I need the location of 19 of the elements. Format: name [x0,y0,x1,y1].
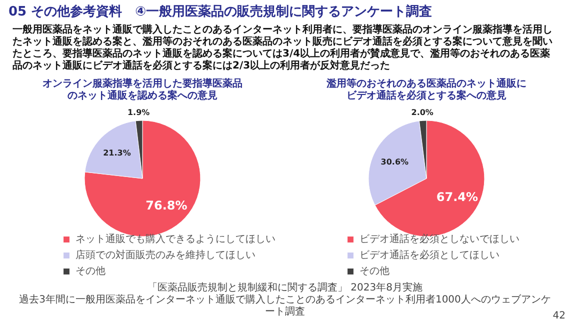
legend-label: 店頭での対面販売のみを維持してほしい [75,248,256,262]
chart-title: 濫用等のおそれのある医薬品のネット通販にビデオ通話を必須とする案への意見 [326,78,526,102]
data-label: 21.3% [103,148,131,158]
legend-label: その他 [75,265,106,278]
data-label: 76.8% [146,198,188,212]
data-label: 30.6% [380,157,409,166]
text: 05 その他参考資料 ④一般用医薬品の販売規制に関するアンケート調査 [8,4,432,20]
text: 「医薬品販売規制と規制緩和に関する調査」 2023年8月実施 [148,282,423,294]
data-label: 1.9% [127,108,150,118]
text: 42 [552,310,566,320]
legend-label: ネット通販でも購入できるようにしてほしい [75,232,276,246]
legend-label: ビデオ通話を必須としてほしい [359,248,500,262]
legend-label: ビデオ通話を必須としないでほしい [359,232,520,246]
data-label: 67.4% [436,190,478,204]
chart-title: オンライン服薬指導を活用した要指導医薬品のネット通販を認める案への意見 [42,78,242,102]
text: 一般用医薬品をネット通販で購入したことのあるインターネット利用者に、要指導医薬品のオンライン服薬指導を活用したネット通販を認める案と、濫用等のおそれのある医薬品のネット販売にビデオ通話を必須とする案について意見を聞いたところ、要指導医薬品のネット通販を認める案については3/4以上の利用者が賛成意見で、濫用等のおそれのある医薬品のネット通販にビデオ通話を必須とする案には2/3以上の利用者が反対意見だった [12,24,552,72]
data-label: 2.0% [411,108,434,118]
legend-label: その他 [359,265,390,278]
text: 過去3年間に一般用医薬品をインターネット通販で購入したことのあるインターネット利用者1000人へのウェブアンケート調査 [19,294,551,318]
